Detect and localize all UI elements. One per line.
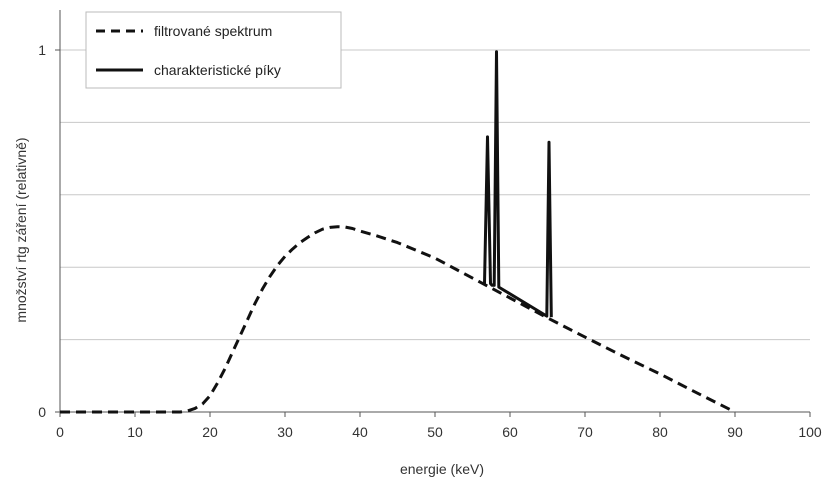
y-axis-label: množství rtg záření (relativně): [13, 137, 29, 322]
series-line-1: [485, 52, 552, 317]
x-tick-label: 40: [352, 424, 368, 440]
x-tick-label: 70: [577, 424, 593, 440]
legend: filtrované spektrum charakteristické pík…: [86, 12, 341, 88]
y-tick-label: 1: [38, 42, 46, 58]
y-tick-label: 0: [38, 404, 46, 420]
gridlines: [60, 50, 810, 340]
x-tick-label: 20: [202, 424, 218, 440]
x-tick-label: 10: [127, 424, 143, 440]
legend-label-filtered-spectrum: filtrované spektrum: [154, 23, 272, 39]
x-ticks: 0 10 20 30 40 50 60 70 80 90 100: [56, 412, 822, 440]
x-axis-label: energie (keV): [400, 461, 484, 477]
y-ticks: 01: [38, 42, 60, 420]
x-tick-label: 50: [427, 424, 443, 440]
legend-label-characteristic-peaks: charakteristické píky: [154, 62, 281, 78]
series-layer: [60, 52, 735, 412]
x-tick-label: 90: [727, 424, 743, 440]
x-tick-label: 60: [502, 424, 518, 440]
series-line-0: [60, 227, 735, 412]
x-tick-label: 80: [652, 424, 668, 440]
x-tick-label: 0: [56, 424, 64, 440]
x-tick-label: 30: [277, 424, 293, 440]
x-tick-label: 100: [798, 424, 822, 440]
